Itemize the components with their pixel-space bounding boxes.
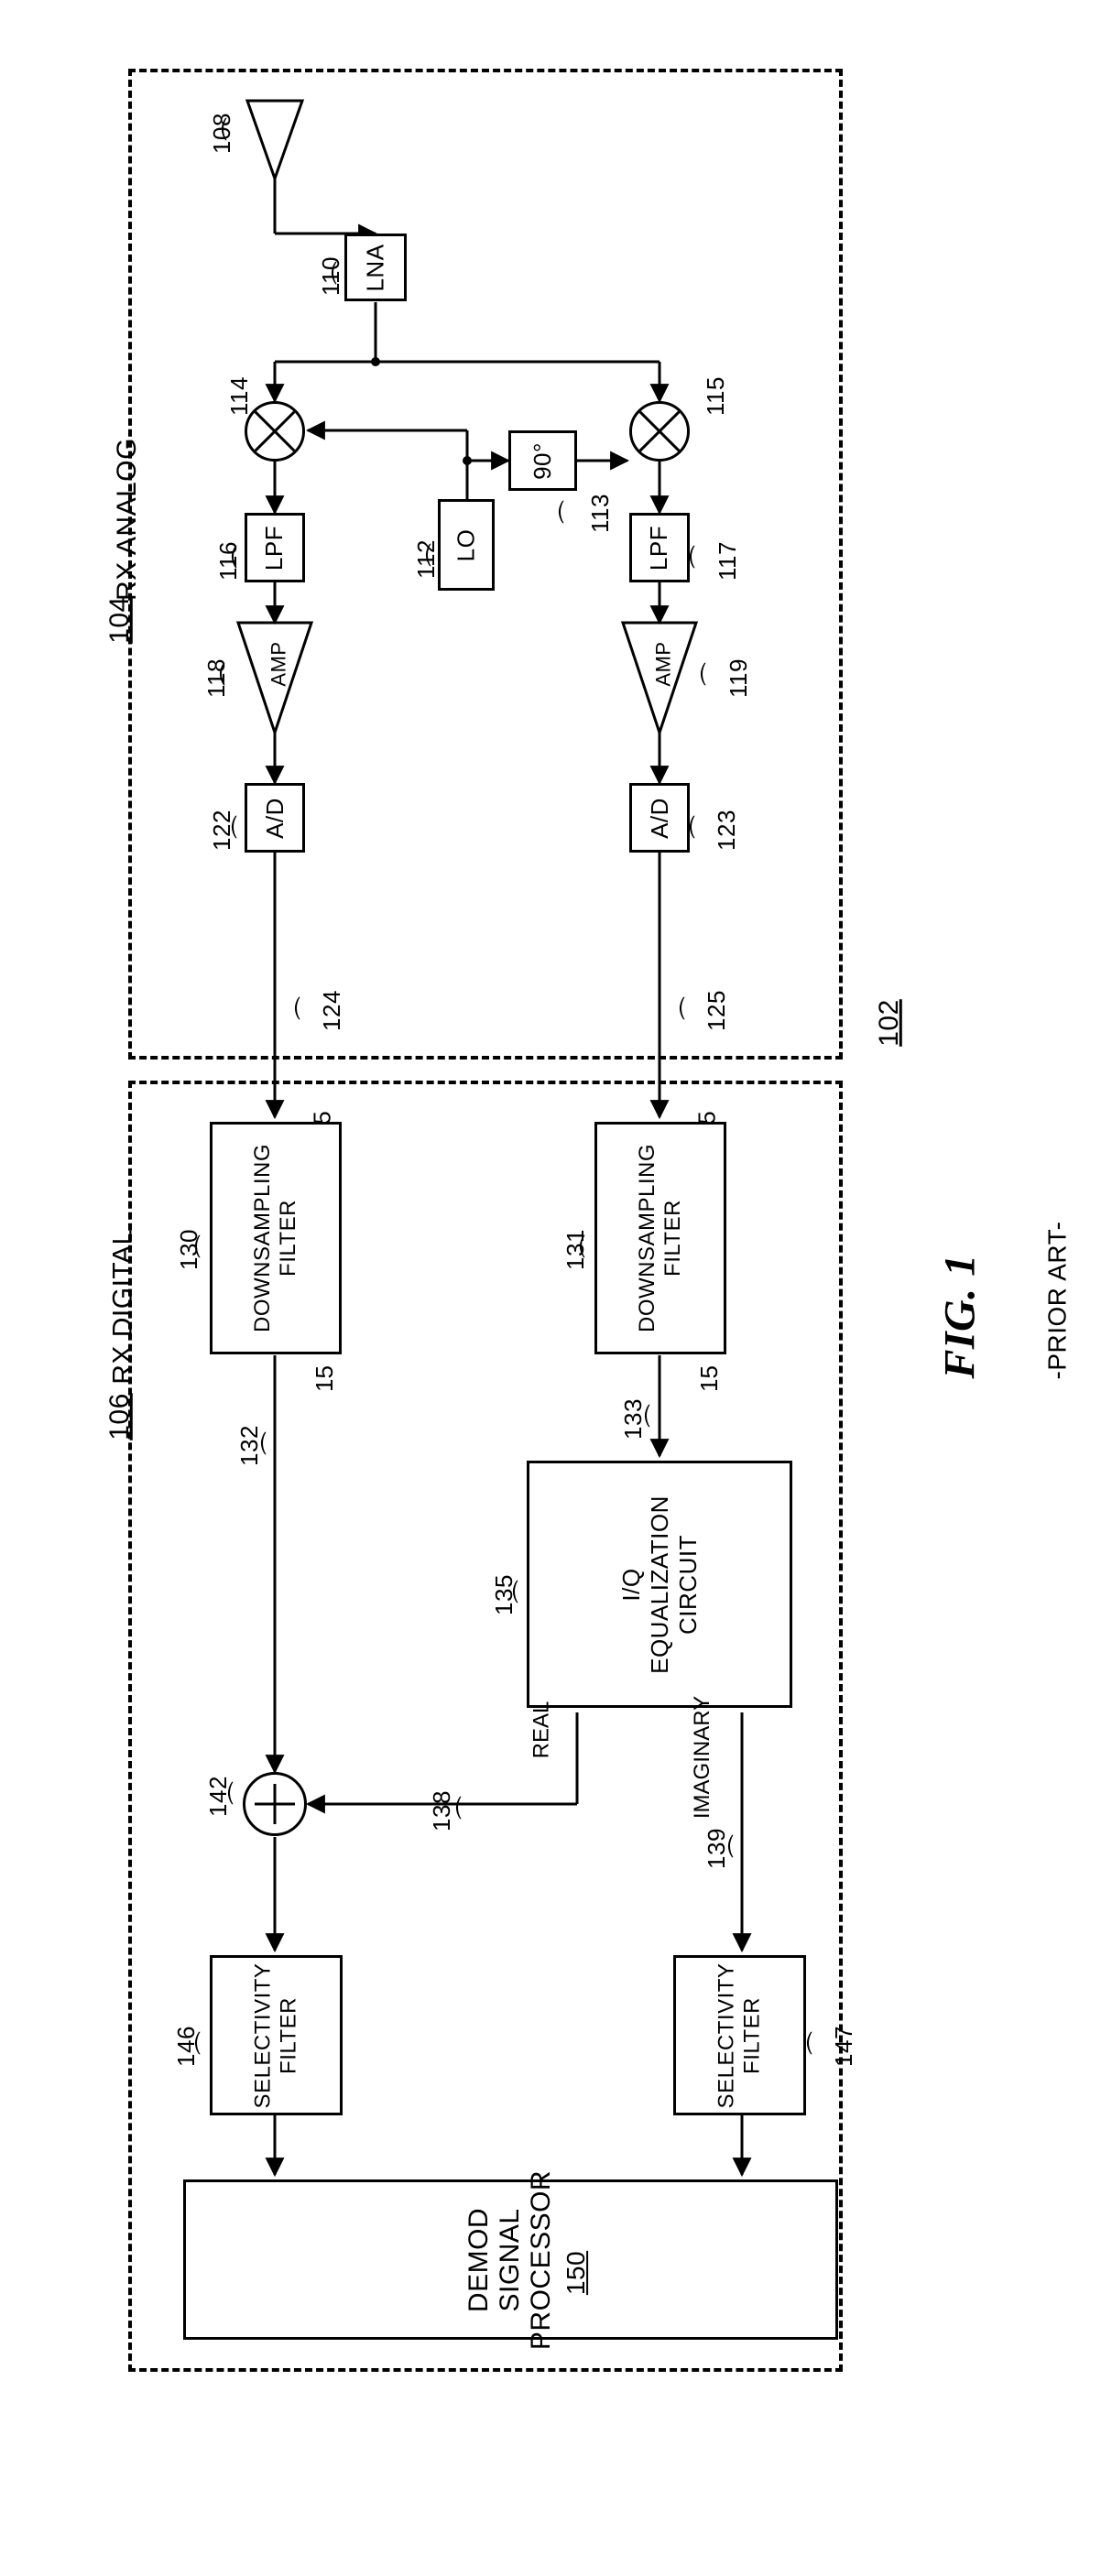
ds-i: DOWNSAMPLING FILTER <box>210 1122 342 1354</box>
iq-real-port: REAL <box>529 1701 554 1759</box>
lna-label: LNA <box>361 244 389 291</box>
mixer-q <box>629 401 690 462</box>
s139: 139 <box>703 1828 731 1869</box>
rx-digital-label: RX DIGITAL <box>108 1229 139 1384</box>
rate-ds-i-out: 15 <box>311 1365 339 1392</box>
demod-label: DEMOD SIGNAL PROCESSOR <box>464 2169 558 2349</box>
ad-q: A/D <box>629 783 690 853</box>
rx-analog-label: RX ANALOG <box>112 438 143 601</box>
rx-analog-id: 104 <box>104 596 136 644</box>
s138-curl: ⏜ <box>456 1797 485 1820</box>
summer-id: 142 <box>204 1776 233 1817</box>
mixer-i-id: 114 <box>225 376 254 416</box>
sel-q: SELECTIVITY FILTER <box>673 1955 806 2115</box>
rate-ds-i-in: 5 <box>309 1111 337 1124</box>
figure-title: FIG. 1 <box>935 1254 986 1378</box>
rate-ds-q-in: 5 <box>693 1111 722 1124</box>
ds-q-label: DOWNSAMPLING FILTER <box>635 1144 686 1332</box>
s138: 138 <box>428 1790 456 1831</box>
dot-lo-branch <box>463 456 472 465</box>
amp-i-label: AMP <box>267 641 291 686</box>
s125: 125 <box>703 990 731 1031</box>
mixer-q-id: 115 <box>702 376 730 416</box>
rx-digital-id: 106 <box>104 1393 136 1440</box>
lpf-i-label: LPF <box>261 525 289 570</box>
ds-i-id: 130 <box>175 1229 203 1270</box>
phase90-id-curl: ⏜ <box>559 501 588 524</box>
s139-curl: ⏜ <box>728 1835 758 1858</box>
lo-label: LO <box>452 528 481 561</box>
phase90-label: 90° <box>529 442 557 480</box>
sel-i-label: SELECTIVITY FILTER <box>251 1962 302 2108</box>
lpf-q-id: 117 <box>714 541 742 581</box>
demod-id: 150 <box>561 2251 591 2295</box>
rate-ds-q-out: 15 <box>695 1365 724 1392</box>
ds-q-id: 131 <box>561 1229 590 1270</box>
sel-q-label: SELECTIVITY FILTER <box>714 1962 766 2108</box>
ds-q: DOWNSAMPLING FILTER <box>594 1122 726 1354</box>
ad-i-id: 122 <box>208 810 236 851</box>
phase90-block: 90° <box>508 430 577 491</box>
ad-q-id: 123 <box>713 810 741 851</box>
iq-id: 135 <box>490 1574 518 1615</box>
s132: 132 <box>235 1425 264 1466</box>
lpf-i-id: 116 <box>214 541 243 581</box>
ad-q-label: A/D <box>646 798 674 839</box>
iq-eq-label: I/Q EQUALIZATION CIRCUIT <box>617 1495 703 1674</box>
lna-id: 110 <box>317 256 345 296</box>
iq-imag-port: IMAGINARY <box>690 1696 715 1819</box>
diagram-id: 102 <box>874 999 905 1047</box>
dot-lna-split <box>371 357 380 366</box>
iq-eq: I/Q EQUALIZATION CIRCUIT <box>527 1461 792 1708</box>
antenna-id: 108 <box>208 113 236 154</box>
lpf-q-label: LPF <box>646 525 674 570</box>
ad-i-label: A/D <box>261 798 289 839</box>
s133-curl: ⏜ <box>645 1405 674 1428</box>
phase90-id: 113 <box>586 494 615 533</box>
demod: DEMOD SIGNAL PROCESSOR <box>183 2179 838 2340</box>
s132-curl: ⏜ <box>261 1432 290 1455</box>
sel-i-id: 146 <box>172 2026 201 2067</box>
ds-i-label: DOWNSAMPLING FILTER <box>250 1144 301 1332</box>
s133: 133 <box>619 1398 648 1440</box>
s124: 124 <box>318 990 346 1031</box>
sel-q-id: 147 <box>830 2026 858 2067</box>
sel-i: SELECTIVITY FILTER <box>210 1955 343 2115</box>
lpf-q: LPF <box>629 513 690 582</box>
amp-q-id: 119 <box>725 658 753 698</box>
figure-subtitle: -PRIOR ART- <box>1043 1221 1073 1379</box>
amp-i-id: 118 <box>202 658 231 698</box>
amp-q-label: AMP <box>652 641 676 686</box>
lo-id: 112 <box>412 539 441 579</box>
